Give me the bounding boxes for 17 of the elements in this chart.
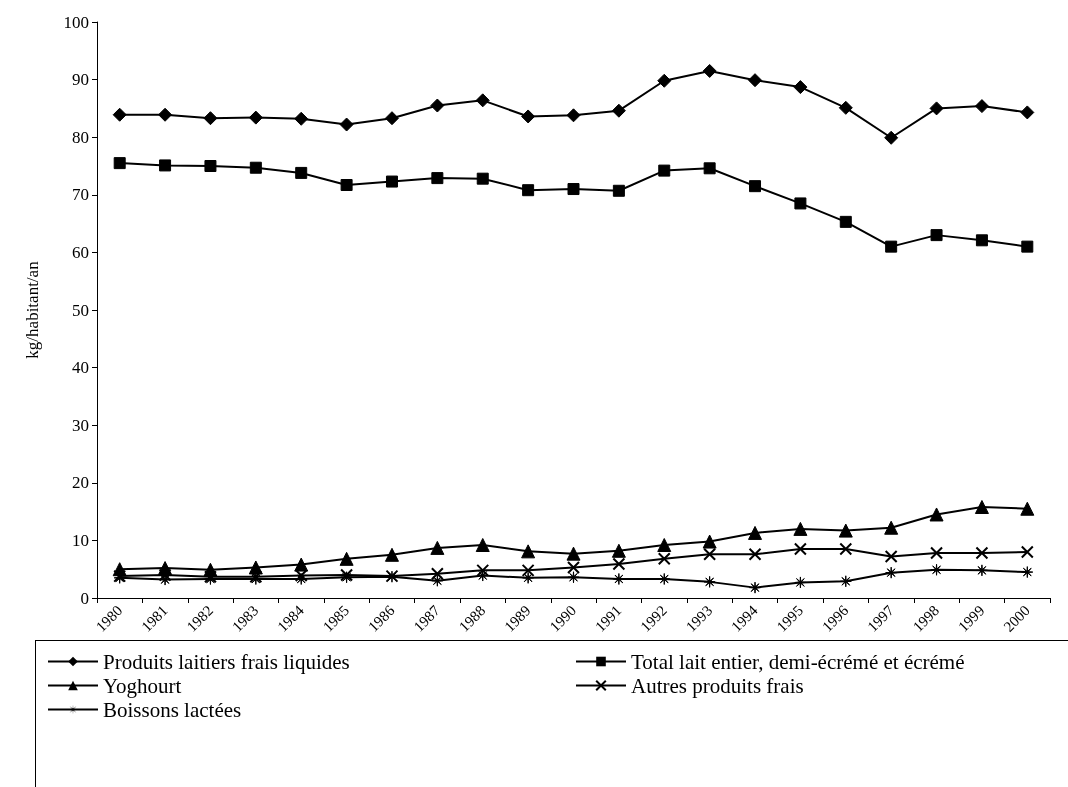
- y-tick-label: 30: [72, 415, 89, 435]
- y-tick-label: 40: [72, 358, 89, 378]
- legend-label: Yoghourt: [103, 673, 182, 698]
- y-tick-label: 0: [80, 588, 89, 608]
- y-tick-label: 60: [72, 242, 89, 262]
- y-tick-label: 80: [72, 127, 89, 147]
- y-tick-label: 70: [72, 185, 89, 205]
- legend-label: Autres produits frais: [631, 673, 804, 698]
- y-tick-label: 20: [72, 473, 89, 493]
- y-axis-title: kg/habitant/an: [23, 260, 42, 359]
- y-tick-label: 10: [72, 530, 89, 550]
- y-tick-label: 90: [72, 70, 89, 90]
- y-tick-label: 50: [72, 300, 89, 320]
- legend-label: Total lait entier, demi-écrémé et écrémé: [631, 649, 965, 674]
- legend-label: Boissons lactées: [103, 697, 242, 722]
- y-tick-label: 100: [63, 12, 89, 32]
- legend-label: Produits laitiers frais liquides: [103, 649, 350, 674]
